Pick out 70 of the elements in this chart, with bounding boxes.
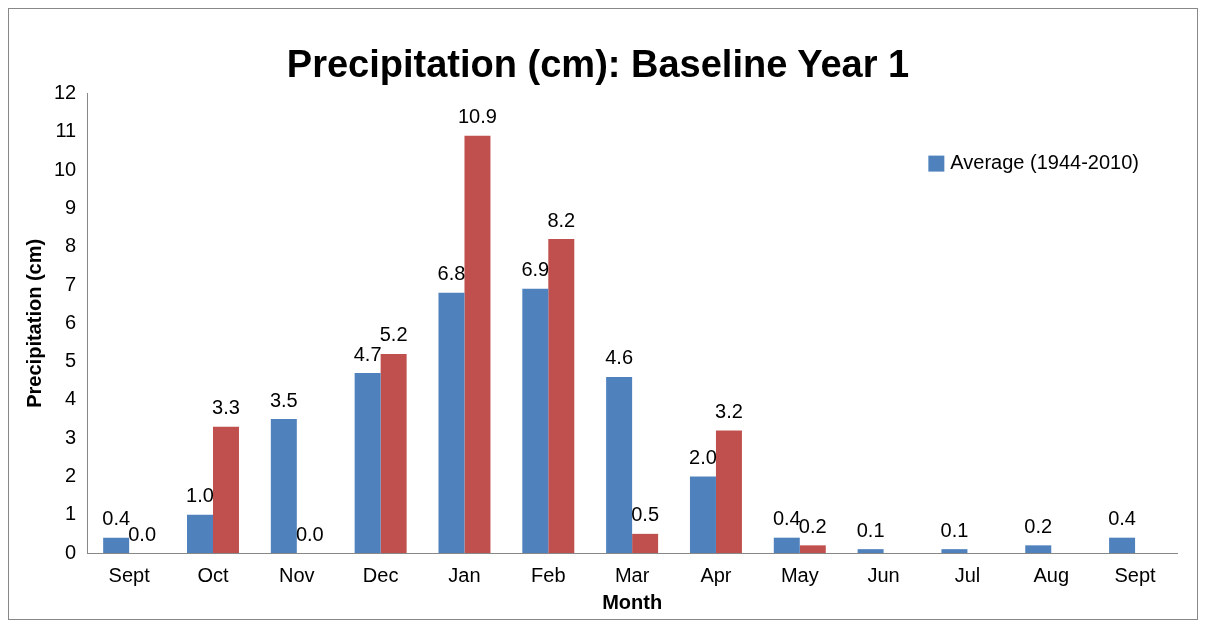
data-label: 0.2 [798, 514, 827, 537]
data-label: 1.0 [186, 484, 214, 507]
bar [438, 292, 465, 553]
x-tick-label: Jul [954, 563, 981, 586]
bar [799, 545, 826, 553]
bar [689, 476, 716, 553]
y-tick-label: 3 [65, 425, 77, 448]
chart-title: Precipitation (cm): Baseline Year 1 [286, 43, 910, 86]
y-tick-label: 6 [65, 310, 77, 333]
x-tick-label: Aug [1033, 563, 1070, 586]
data-label: 0.1 [940, 518, 969, 541]
data-label: 10.9 [457, 105, 497, 128]
bar [548, 239, 575, 553]
legend-label: Average (1944-2010) [950, 151, 1139, 174]
x-tick-label: Oct [197, 563, 229, 586]
data-label: 6.8 [437, 262, 466, 285]
data-label: 5.2 [379, 323, 408, 346]
data-label: 0.2 [1024, 514, 1053, 537]
x-tick-label: Jun [867, 563, 900, 586]
bar [715, 430, 742, 553]
bar [380, 353, 407, 553]
data-label: 0.0 [128, 522, 157, 545]
x-tick-label: Feb [531, 563, 566, 586]
y-tick-label: 8 [65, 234, 77, 257]
data-label: 3.2 [715, 400, 743, 423]
y-tick-label: 0 [65, 540, 77, 563]
y-tick-label: 12 [54, 81, 77, 104]
x-tick-label: Mar [614, 563, 650, 586]
x-axis-title: Month [602, 590, 663, 613]
y-tick-label: 7 [65, 272, 77, 295]
data-label: 6.9 [521, 258, 550, 281]
y-tick-label: 11 [55, 119, 77, 142]
y-tick-label: 1 [65, 502, 77, 525]
x-tick-label: Jan [448, 563, 481, 586]
bar [632, 533, 659, 553]
y-tick-label: 2 [65, 463, 77, 486]
bar [1109, 537, 1136, 553]
data-label: 3.5 [269, 388, 298, 411]
bar [354, 373, 381, 553]
y-axis-title: Precipitation (cm) [22, 238, 45, 408]
data-label: 0.4 [102, 507, 131, 530]
bar [606, 376, 633, 553]
bar [522, 288, 549, 553]
x-tick-label: May [780, 563, 819, 586]
bar [857, 549, 884, 553]
bar [773, 537, 800, 553]
bar [103, 537, 130, 553]
y-tick-label: 10 [54, 157, 77, 180]
data-label: 3.3 [212, 396, 240, 419]
bar [212, 426, 239, 553]
data-label: 4.6 [605, 346, 634, 369]
x-tick-label: Dec [362, 563, 399, 586]
x-tick-label: Apr [700, 563, 732, 586]
data-label: 0.4 [1108, 507, 1136, 530]
bar [464, 135, 491, 553]
y-tick-label: 5 [65, 349, 77, 372]
bar [187, 514, 213, 553]
data-label: 8.2 [547, 208, 576, 231]
bar [941, 549, 968, 553]
y-tick-label: 4 [65, 387, 77, 410]
bar [1025, 545, 1052, 553]
data-label: 0.5 [631, 503, 660, 526]
bar [270, 419, 297, 553]
x-tick-label: Sept [108, 563, 151, 586]
data-label: 2.0 [689, 445, 717, 468]
x-tick-label: Nov [279, 563, 315, 586]
data-label: 0.1 [856, 518, 885, 541]
x-tick-label: Sept [1114, 563, 1157, 586]
y-tick-label: 9 [65, 195, 77, 218]
data-label: 4.7 [353, 342, 382, 365]
